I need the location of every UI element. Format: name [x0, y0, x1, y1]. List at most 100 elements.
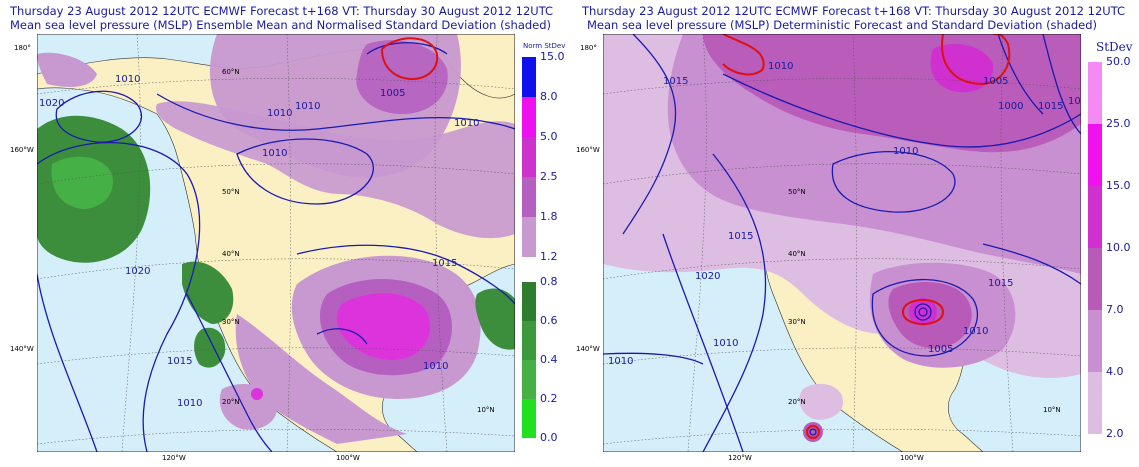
isobar-red-north — [941, 34, 1011, 86]
shade-nstd-pacific-core — [251, 388, 263, 400]
svg-text:1020: 1020 — [39, 98, 64, 109]
isobars — [37, 42, 515, 452]
svg-text:1010: 1010 — [768, 61, 793, 72]
svg-text:1010: 1010 — [115, 74, 140, 85]
svg-text:20°N: 20°N — [222, 398, 240, 406]
right-colorbar-swatch — [1088, 186, 1102, 248]
isobar-1005-red — [381, 37, 439, 81]
left-colorbar-bottom-tick-label: 0.8 — [540, 275, 558, 288]
svg-text:1015: 1015 — [663, 76, 688, 87]
shade-std-north-hot — [930, 44, 994, 93]
left-lon-label-180: 180° — [14, 44, 31, 52]
svg-text:1000: 1000 — [998, 101, 1023, 112]
svg-text:60°N: 60°N — [222, 68, 240, 76]
left-colorbar-bottom-tick-label: 0.0 — [540, 431, 558, 444]
left-colorbar-top-tick-label: 1.2 — [540, 250, 558, 263]
svg-text:1015: 1015 — [167, 356, 192, 367]
isobar-red-gulf — [901, 299, 945, 325]
left-colorbar-top-swatch — [522, 97, 536, 137]
left-colorbar-bottom-swatch — [522, 282, 536, 321]
left-lon-label-120w: 120°W — [162, 454, 186, 462]
right-chart-title: Thursday 23 August 2012 12UTC ECMWF Fore… — [582, 4, 1126, 32]
left-colorbar-bottom-tick-label: 0.6 — [540, 314, 558, 327]
right-colorbar-tick-label: 4.0 — [1106, 365, 1124, 378]
left-colorbar-top-swatch — [522, 177, 536, 217]
svg-text:1010: 1010 — [893, 146, 918, 157]
left-colorbar-top-tick-label: 2.5 — [540, 170, 558, 183]
left-colorbar-bottom-swatch — [522, 321, 536, 360]
svg-text:1010: 1010 — [267, 108, 292, 119]
right-colorbar-title: StDev — [1096, 40, 1133, 54]
right-colorbar-tick-label: 25.0 — [1106, 117, 1131, 130]
svg-text:1020: 1020 — [125, 266, 150, 277]
shade-nstd-canada — [156, 101, 515, 239]
left-colorbar-top-tick-label: 8.0 — [540, 90, 558, 103]
left-ensemble-map: 1010 1020 1010 1005 1010 1010 1020 1015 … — [37, 34, 515, 452]
svg-text:50°N: 50°N — [788, 188, 806, 196]
svg-text:1010: 1010 — [262, 148, 287, 159]
left-colorbar-bottom-tick-label: 0.2 — [540, 392, 558, 405]
svg-text:1015: 1015 — [1068, 96, 1081, 107]
left-colorbar-title: Norm StDev — [523, 42, 566, 50]
right-title-line2: Mean sea level pressure (MSLP) Determini… — [586, 18, 1098, 32]
right-colorbar-tick-label: 10.0 — [1106, 241, 1131, 254]
latitude-labels: 60°N 50°N 40°N 30°N 20°N 10°N — [222, 68, 495, 414]
isobar-red-northwest — [722, 34, 765, 76]
right-lon-label-180: 180° — [580, 44, 597, 52]
contour-labels: 1010 1020 1010 1005 1010 1010 1020 1015 … — [39, 74, 479, 409]
right-lon-label-140w: 140°W — [576, 345, 600, 353]
isobar-low-gulf-inner — [914, 303, 932, 321]
isobars — [603, 34, 1081, 452]
left-lon-label-160w: 160°W — [10, 146, 34, 154]
svg-text:1010: 1010 — [295, 101, 320, 112]
svg-text:1010: 1010 — [713, 338, 738, 349]
right-colorbar-tick-label: 15.0 — [1106, 179, 1131, 192]
svg-text:1010: 1010 — [423, 361, 448, 372]
right-lon-label-120w: 120°W — [728, 454, 752, 462]
svg-text:1010: 1010 — [177, 398, 202, 409]
graticule — [603, 34, 1081, 452]
svg-text:40°N: 40°N — [788, 250, 806, 258]
left-colorbar-bottom-swatch — [522, 399, 536, 438]
contour-labels: 1015 1010 1005 1010 1015 1015 1020 1015 … — [608, 61, 1081, 367]
svg-text:1015: 1015 — [1038, 101, 1063, 112]
right-colorbar-swatch — [1088, 310, 1102, 372]
shade-nstd-alaska — [37, 52, 97, 87]
right-colorbar-tick-label: 50.0 — [1106, 55, 1131, 68]
right-colorbar-tick-label: 2.0 — [1106, 427, 1124, 440]
left-title-line1: Thursday 23 August 2012 12UTC ECMWF Fore… — [10, 4, 554, 18]
svg-text:1005: 1005 — [983, 76, 1008, 87]
svg-text:1010: 1010 — [963, 326, 988, 337]
svg-text:1005: 1005 — [928, 344, 953, 355]
isobar-low-gulf-core — [918, 307, 928, 317]
svg-text:30°N: 30°N — [788, 318, 806, 326]
right-colorbar-swatch — [1088, 62, 1102, 124]
right-deterministic-map: 1015 1010 1005 1010 1015 1015 1020 1015 … — [603, 34, 1081, 452]
svg-text:1010: 1010 — [454, 118, 479, 129]
svg-text:30°N: 30°N — [222, 318, 240, 326]
svg-text:1010: 1010 — [608, 356, 633, 367]
shade-std-pacific-spot — [799, 383, 843, 420]
right-lon-label-160w: 160°W — [576, 146, 600, 154]
latitude-labels: 50°N 40°N 30°N 20°N 10°N — [788, 188, 1061, 414]
left-colorbar-top-swatch — [522, 57, 536, 97]
svg-text:1015: 1015 — [432, 258, 457, 269]
left-colorbar-top-tick-label: 5.0 — [540, 130, 558, 143]
svg-text:1015: 1015 — [988, 278, 1013, 289]
right-colorbar-swatch — [1088, 248, 1102, 310]
left-colorbar-bottom-tick-label: 0.4 — [540, 353, 558, 366]
svg-text:1020: 1020 — [695, 271, 720, 282]
isobar-blue-pacific — [809, 428, 817, 436]
left-colorbar-top-tick-label: 15.0 — [540, 50, 565, 63]
svg-text:10°N: 10°N — [1043, 406, 1061, 414]
isobar-red-pacific — [806, 425, 820, 439]
shade-green-baja — [194, 327, 226, 368]
svg-text:40°N: 40°N — [222, 250, 240, 258]
svg-text:1015: 1015 — [728, 231, 753, 242]
shade-green-pacific-inner — [51, 156, 113, 209]
svg-text:1005: 1005 — [380, 88, 405, 99]
right-colorbar-swatch — [1088, 124, 1102, 186]
left-title-line2: Mean sea level pressure (MSLP) Ensemble … — [10, 18, 552, 32]
right-title-line1: Thursday 23 August 2012 12UTC ECMWF Fore… — [582, 4, 1126, 18]
left-colorbar-top-swatch — [522, 217, 536, 257]
